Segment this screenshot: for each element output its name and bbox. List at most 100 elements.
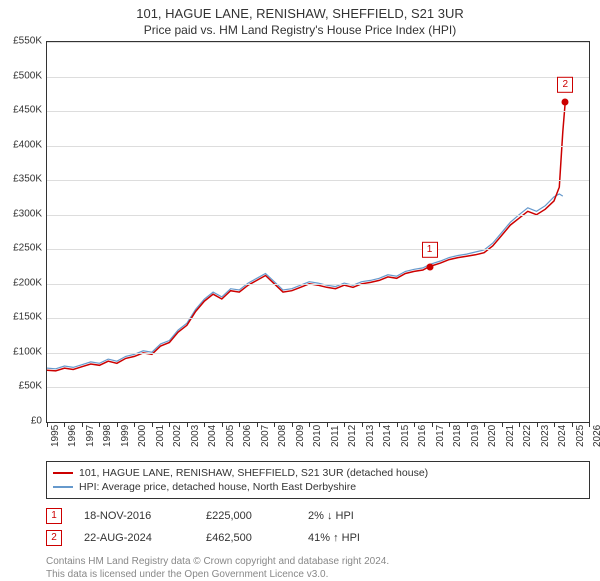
- y-tick-label: £150K: [0, 312, 42, 323]
- y-tick-label: £250K: [0, 243, 42, 254]
- gridline: [47, 77, 589, 78]
- legend-swatch: [53, 486, 73, 488]
- x-tick-label: 2000: [137, 425, 148, 447]
- sale-price: £462,500: [206, 532, 286, 544]
- x-tick-mark: [397, 422, 398, 427]
- sale-date: 22-AUG-2024: [84, 532, 184, 544]
- x-tick-mark: [572, 422, 573, 427]
- gridline: [47, 318, 589, 319]
- x-tick-mark: [309, 422, 310, 427]
- x-tick-mark: [187, 422, 188, 427]
- legend-label: 101, HAGUE LANE, RENISHAW, SHEFFIELD, S2…: [79, 467, 428, 479]
- legend-swatch: [53, 472, 73, 474]
- sale-price: £225,000: [206, 510, 286, 522]
- x-tick-label: 2020: [487, 425, 498, 447]
- x-tick-mark: [554, 422, 555, 427]
- footer-line: Contains HM Land Registry data © Crown c…: [46, 555, 590, 568]
- y-tick-label: £550K: [0, 36, 42, 47]
- x-tick-label: 2019: [470, 425, 481, 447]
- x-tick-mark: [169, 422, 170, 427]
- x-tick-label: 2018: [452, 425, 463, 447]
- sale-hpi-diff: 2% ↓ HPI: [308, 510, 398, 522]
- chart-title: 101, HAGUE LANE, RENISHAW, SHEFFIELD, S2…: [0, 0, 600, 21]
- sale-marker-dot: [562, 99, 569, 106]
- chart-lines-svg: [47, 42, 589, 422]
- x-tick-mark: [82, 422, 83, 427]
- x-tick-label: 2009: [295, 425, 306, 447]
- x-tick-label: 2006: [242, 425, 253, 447]
- footer-line: This data is licensed under the Open Gov…: [46, 568, 590, 581]
- y-tick-label: £400K: [0, 139, 42, 150]
- legend-box: 101, HAGUE LANE, RENISHAW, SHEFFIELD, S2…: [46, 461, 590, 499]
- sale-number: 2: [46, 530, 62, 546]
- y-tick-label: £350K: [0, 174, 42, 185]
- gridline: [47, 387, 589, 388]
- x-tick-mark: [222, 422, 223, 427]
- sale-marker-label: 2: [557, 77, 573, 93]
- x-tick-mark: [362, 422, 363, 427]
- sale-row: 2 22-AUG-2024 £462,500 41% ↑ HPI: [46, 527, 590, 549]
- x-tick-label: 1996: [67, 425, 78, 447]
- sale-row: 118-NOV-2016£225,0002% ↓ HPI: [46, 505, 590, 527]
- legend-item: 101, HAGUE LANE, RENISHAW, SHEFFIELD, S2…: [53, 466, 583, 480]
- x-tick-label: 2013: [365, 425, 376, 447]
- x-tick-label: 1995: [50, 425, 61, 447]
- x-tick-mark: [257, 422, 258, 427]
- x-tick-mark: [47, 422, 48, 427]
- x-tick-label: 2024: [557, 425, 568, 447]
- x-tick-label: 2001: [155, 425, 166, 447]
- sale-number: 1: [46, 508, 62, 524]
- legend-item: HPI: Average price, detached house, Nort…: [53, 480, 583, 494]
- gridline: [47, 180, 589, 181]
- x-tick-label: 2011: [330, 425, 341, 447]
- x-tick-label: 2014: [382, 425, 393, 447]
- chart-plot-area: 12: [46, 41, 590, 423]
- x-tick-label: 2017: [435, 425, 446, 447]
- x-tick-label: 2005: [225, 425, 236, 447]
- x-tick-mark: [519, 422, 520, 427]
- y-tick-label: £50K: [0, 381, 42, 392]
- y-tick-label: £450K: [0, 105, 42, 116]
- chart-container: 101, HAGUE LANE, RENISHAW, SHEFFIELD, S2…: [0, 0, 600, 560]
- x-tick-label: 1998: [102, 425, 113, 447]
- x-tick-label: 2007: [260, 425, 271, 447]
- x-tick-mark: [467, 422, 468, 427]
- x-tick-mark: [537, 422, 538, 427]
- x-tick-mark: [449, 422, 450, 427]
- x-tick-mark: [502, 422, 503, 427]
- sale-hpi-diff: 41% ↑ HPI: [308, 532, 398, 544]
- x-tick-mark: [484, 422, 485, 427]
- x-tick-label: 2010: [312, 425, 323, 447]
- x-tick-mark: [204, 422, 205, 427]
- gridline: [47, 146, 589, 147]
- sale-marker-dot: [426, 263, 433, 270]
- x-tick-label: 1997: [85, 425, 96, 447]
- y-tick-label: £300K: [0, 208, 42, 219]
- x-tick-label: 2026: [592, 425, 600, 447]
- y-tick-label: £500K: [0, 70, 42, 81]
- y-tick-label: £0: [0, 416, 42, 427]
- x-tick-label: 2012: [347, 425, 358, 447]
- x-tick-label: 2015: [400, 425, 411, 447]
- sale-marker-label: 1: [422, 241, 438, 257]
- x-tick-label: 2022: [522, 425, 533, 447]
- gridline: [47, 249, 589, 250]
- x-tick-mark: [152, 422, 153, 427]
- footer-attribution: Contains HM Land Registry data © Crown c…: [46, 555, 590, 581]
- x-tick-mark: [379, 422, 380, 427]
- y-tick-label: £200K: [0, 277, 42, 288]
- x-tick-label: 2004: [207, 425, 218, 447]
- x-tick-mark: [64, 422, 65, 427]
- series-line: [47, 194, 563, 369]
- x-tick-mark: [274, 422, 275, 427]
- x-tick-mark: [589, 422, 590, 427]
- chart-subtitle: Price paid vs. HM Land Registry's House …: [0, 21, 600, 41]
- sales-table: 118-NOV-2016£225,0002% ↓ HPI222-AUG-2024…: [46, 505, 590, 549]
- gridline: [47, 284, 589, 285]
- series-line: [47, 103, 565, 371]
- x-tick-label: 2025: [575, 425, 586, 447]
- legend-label: HPI: Average price, detached house, Nort…: [79, 481, 356, 493]
- x-tick-label: 2021: [505, 425, 516, 447]
- x-tick-mark: [134, 422, 135, 427]
- x-tick-label: 2003: [190, 425, 201, 447]
